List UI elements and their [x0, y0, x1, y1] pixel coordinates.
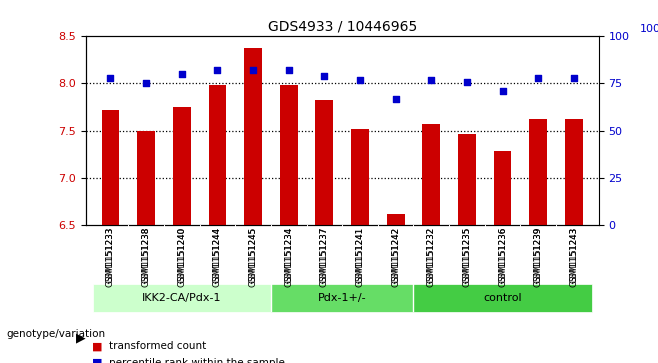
Text: GSM1151239: GSM1151239 — [534, 227, 543, 283]
Text: GSM1151240: GSM1151240 — [177, 227, 186, 287]
Text: GSM1151237: GSM1151237 — [320, 227, 329, 287]
Point — [319, 73, 330, 79]
Text: GSM1151232: GSM1151232 — [427, 227, 436, 287]
Text: GSM1151237: GSM1151237 — [320, 227, 329, 284]
Bar — [315, 99, 333, 225]
Bar — [244, 48, 262, 225]
Text: control: control — [483, 293, 522, 303]
Text: ▶: ▶ — [76, 331, 86, 344]
Text: GSM1151241: GSM1151241 — [355, 227, 365, 283]
Bar — [101, 110, 119, 225]
FancyBboxPatch shape — [93, 284, 271, 312]
Text: GSM1151236: GSM1151236 — [498, 227, 507, 287]
Text: GSM1151238: GSM1151238 — [141, 227, 151, 284]
Bar — [173, 107, 191, 225]
Bar — [138, 131, 155, 225]
Text: GSM1151245: GSM1151245 — [249, 227, 257, 287]
Point — [462, 79, 472, 85]
Text: percentile rank within the sample: percentile rank within the sample — [109, 358, 284, 363]
Bar — [351, 129, 369, 225]
Text: GSM1151244: GSM1151244 — [213, 227, 222, 283]
Text: GSM1151241: GSM1151241 — [355, 227, 365, 287]
Bar — [387, 214, 405, 225]
Point — [248, 68, 259, 73]
Point — [533, 75, 544, 81]
Point — [212, 68, 222, 73]
Text: ■: ■ — [92, 358, 103, 363]
Text: GSM1151244: GSM1151244 — [213, 227, 222, 287]
Text: GSM1151243: GSM1151243 — [569, 227, 578, 283]
Bar — [458, 134, 476, 225]
Text: GSM1151242: GSM1151242 — [391, 227, 400, 287]
Text: GSM1151242: GSM1151242 — [391, 227, 400, 283]
Point — [569, 75, 579, 81]
Text: GSM1151240: GSM1151240 — [177, 227, 186, 283]
Text: ■: ■ — [92, 341, 103, 351]
Bar — [529, 119, 547, 225]
Text: IKK2-CA/Pdx-1: IKK2-CA/Pdx-1 — [142, 293, 222, 303]
Point — [497, 88, 508, 94]
Bar — [422, 124, 440, 225]
Text: Pdx-1+/-: Pdx-1+/- — [318, 293, 367, 303]
Text: GSM1151234: GSM1151234 — [284, 227, 293, 283]
Point — [390, 96, 401, 102]
Text: GSM1151238: GSM1151238 — [141, 227, 151, 287]
Text: GSM1151239: GSM1151239 — [534, 227, 543, 287]
Bar — [494, 151, 511, 225]
Point — [141, 81, 151, 86]
Text: GSM1151233: GSM1151233 — [106, 227, 115, 284]
Point — [105, 75, 116, 81]
Bar — [209, 85, 226, 225]
Text: GSM1151235: GSM1151235 — [463, 227, 471, 283]
Text: GSM1151243: GSM1151243 — [569, 227, 578, 287]
Bar — [565, 119, 583, 225]
Text: transformed count: transformed count — [109, 341, 206, 351]
Bar — [280, 85, 297, 225]
Text: GSM1151233: GSM1151233 — [106, 227, 115, 287]
Text: GSM1151234: GSM1151234 — [284, 227, 293, 287]
Text: GSM1151245: GSM1151245 — [249, 227, 257, 283]
Point — [355, 77, 365, 83]
Text: GSM1151232: GSM1151232 — [427, 227, 436, 283]
Text: 100%: 100% — [640, 24, 658, 34]
FancyBboxPatch shape — [271, 284, 413, 312]
Text: genotype/variation: genotype/variation — [7, 329, 106, 339]
Text: GSM1151236: GSM1151236 — [498, 227, 507, 284]
Point — [426, 77, 436, 83]
Point — [284, 68, 294, 73]
Title: GDS4933 / 10446965: GDS4933 / 10446965 — [268, 20, 417, 34]
Point — [176, 71, 187, 77]
FancyBboxPatch shape — [413, 284, 592, 312]
Text: GSM1151235: GSM1151235 — [463, 227, 471, 287]
